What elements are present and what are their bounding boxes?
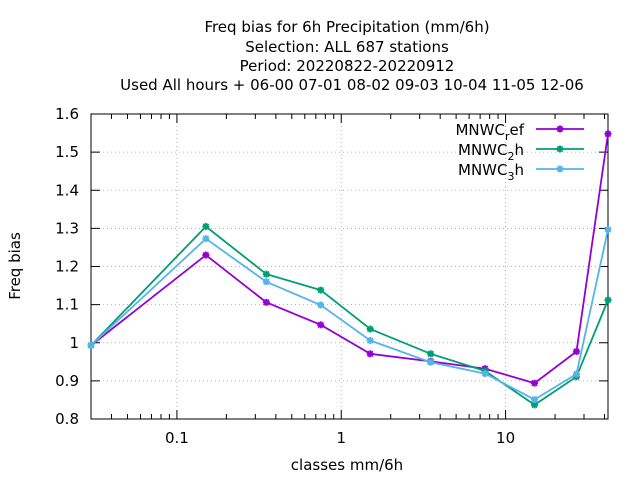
series-1-point — [317, 321, 325, 329]
series-3-point — [604, 226, 612, 234]
y-tick-label: 0.8 — [55, 410, 79, 428]
series-line-3 — [90, 229, 609, 401]
series-3-point — [481, 370, 489, 378]
series-3-point — [366, 336, 374, 344]
series-1-point — [202, 251, 210, 259]
title-line-4: Used All hours + 06-00 07-01 08-02 09-03… — [120, 76, 584, 94]
y-tick-label: 1.1 — [55, 296, 79, 314]
series-2-point — [202, 222, 210, 230]
legend-entry-2: MNWC2h — [458, 141, 584, 163]
legend-entry-1: MNWCref — [455, 121, 584, 143]
series-1-point — [604, 130, 612, 138]
y-tick-label: 1.3 — [55, 219, 79, 237]
y-axis-ticks: 0.8 0.9 1 1.1 1.2 1.3 1.4 1.5 1.6 — [55, 105, 608, 428]
y-tick-label: 0.9 — [55, 372, 79, 390]
x-axis-label: classes mm/6h — [291, 456, 403, 474]
legend-label: MNWC3h — [458, 161, 524, 183]
series-2-point — [604, 296, 612, 304]
y-axis-label: Freq bias — [6, 232, 24, 300]
x-tick-label: 1 — [336, 429, 346, 447]
x-minor-ticks — [111, 114, 606, 419]
y-tick-label: 1.5 — [55, 143, 79, 161]
series-3-point — [531, 396, 539, 404]
legend-label: MNWCref — [455, 121, 524, 143]
series-2-point — [262, 270, 270, 278]
x-tick-label: 0.1 — [165, 429, 189, 447]
y-tick-label: 1.2 — [55, 258, 79, 276]
series-layer — [87, 130, 612, 409]
series-2 — [87, 222, 612, 409]
y-tick-label: 1.4 — [55, 181, 79, 199]
series-3-point — [317, 301, 325, 309]
series-line-1 — [90, 133, 609, 385]
x-axis-ticks: 0.1 1 10 — [165, 114, 515, 447]
plot-frame — [90, 113, 609, 420]
series-3 — [87, 226, 612, 404]
title-line-3: Period: 20220822-20220912 — [240, 57, 455, 75]
chart-title: Freq bias for 6h Precipitation (mm/6h) S… — [120, 18, 584, 94]
y-tick-label: 1.6 — [55, 105, 79, 123]
grid-lines — [91, 114, 608, 419]
legend-marker — [556, 165, 564, 173]
series-2-point — [366, 325, 374, 333]
series-1-point — [262, 298, 270, 306]
x-tick-label: 10 — [496, 429, 515, 447]
series-3-point — [262, 278, 270, 286]
series-3-point — [202, 235, 210, 243]
legend-entry-3: MNWC3h — [458, 161, 584, 183]
series-1-point — [531, 379, 539, 387]
legend-marker — [556, 125, 564, 133]
legend-label: MNWC2h — [458, 141, 524, 163]
series-line-2 — [90, 225, 609, 406]
series-1-point — [366, 350, 374, 358]
y-tick-label: 1 — [69, 334, 79, 352]
series-2-point — [427, 350, 435, 358]
title-line-2: Selection: ALL 687 stations — [245, 38, 449, 56]
series-3-point — [572, 370, 580, 378]
series-3-point — [87, 341, 95, 349]
legend-marker — [556, 145, 564, 153]
series-1 — [87, 130, 612, 387]
series-3-point — [427, 358, 435, 366]
title-line-1: Freq bias for 6h Precipitation (mm/6h) — [204, 18, 489, 36]
series-1-point — [572, 348, 580, 356]
series-2-point — [317, 286, 325, 294]
